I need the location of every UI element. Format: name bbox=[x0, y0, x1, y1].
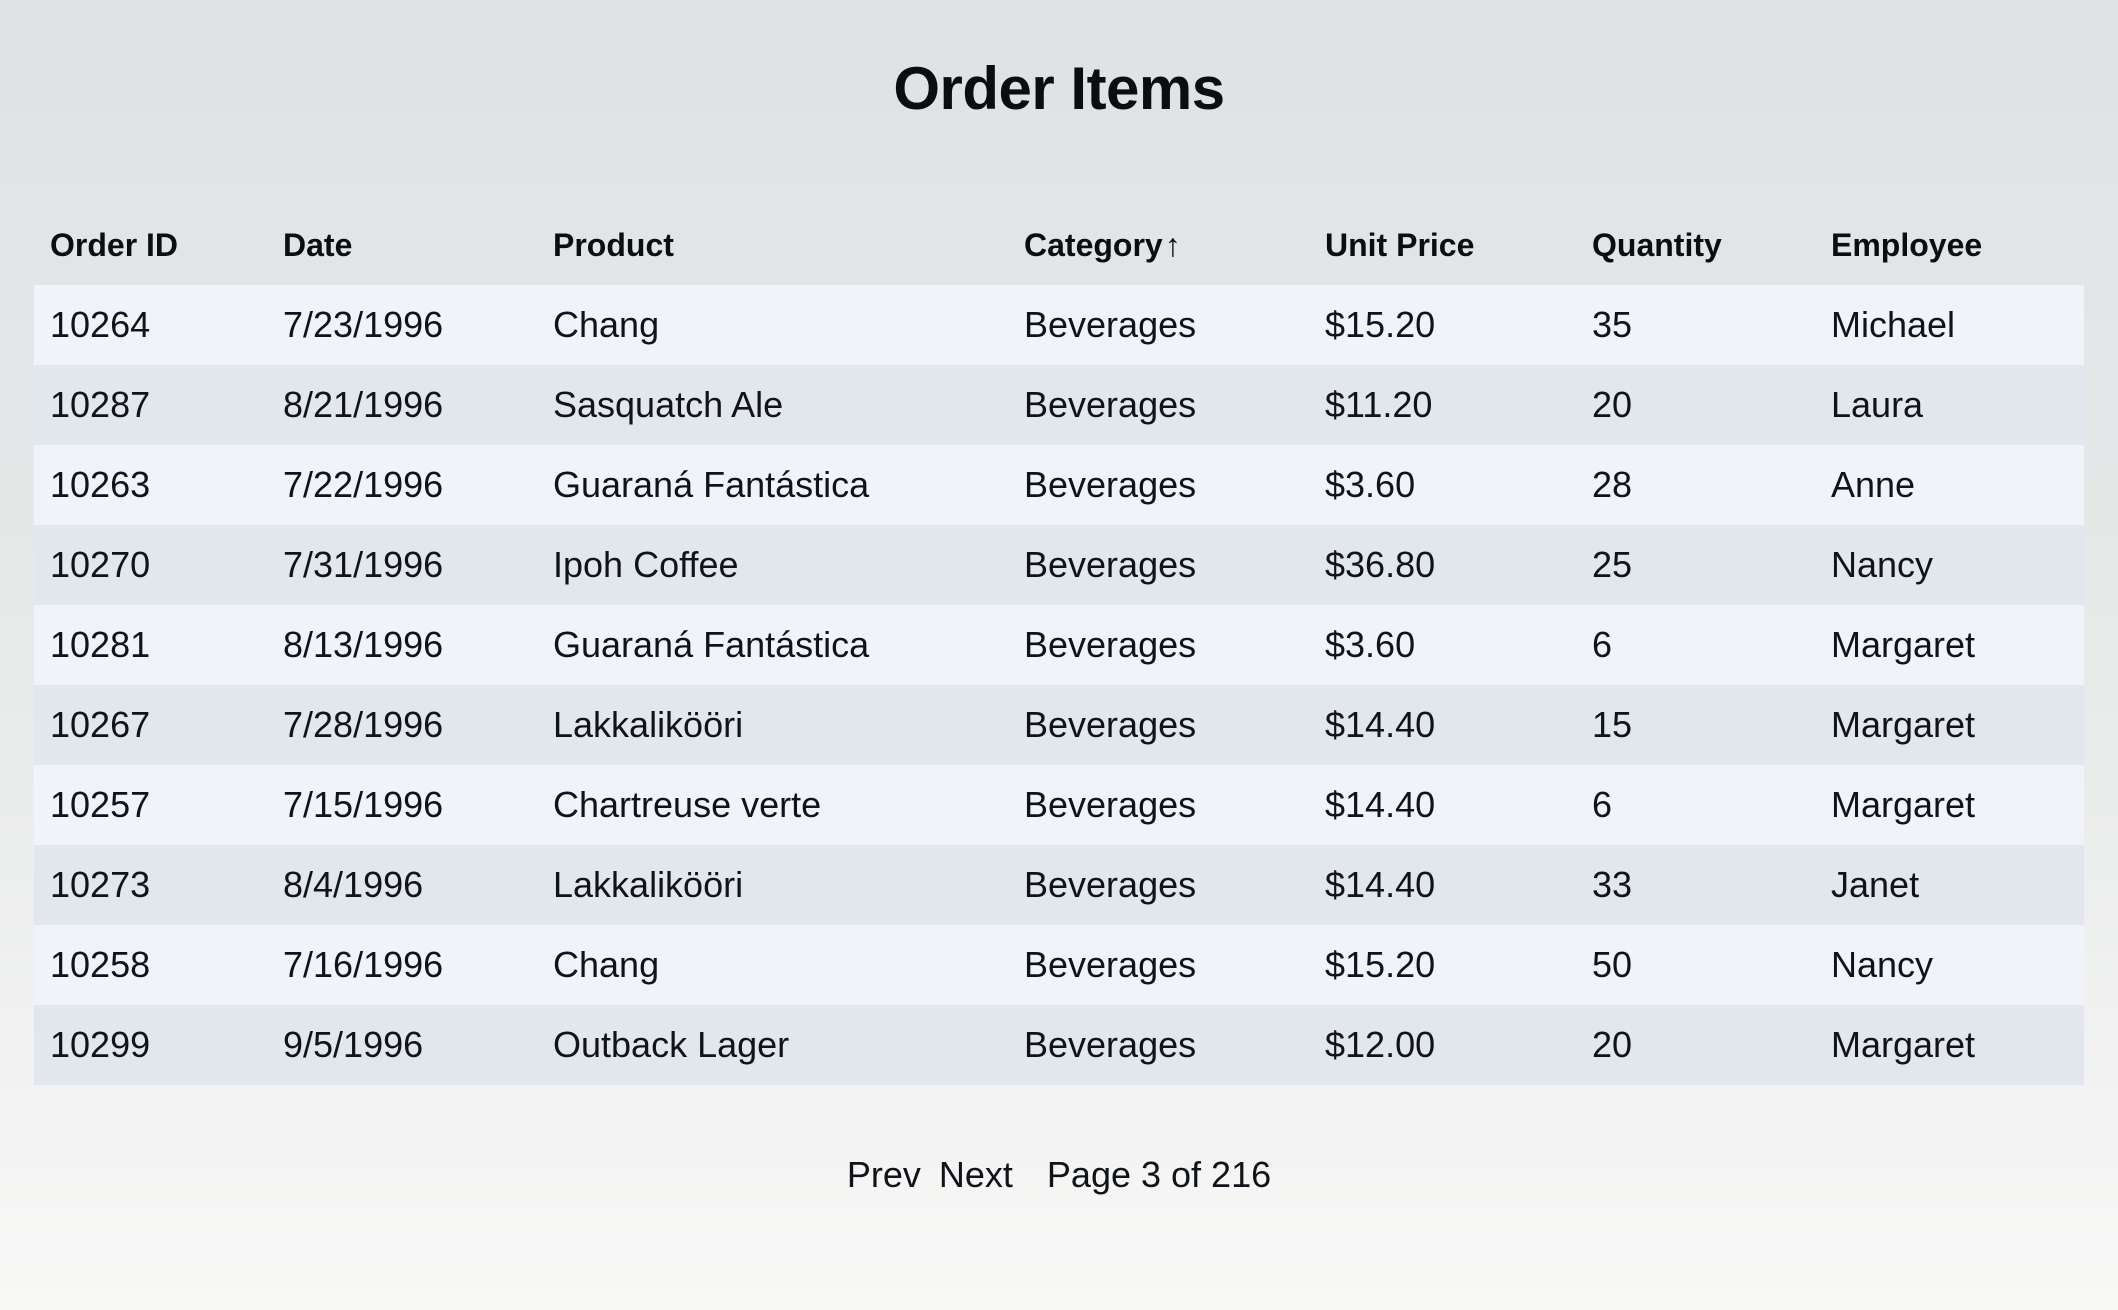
cell-category: Beverages bbox=[1024, 384, 1197, 425]
cell-employee: Anne bbox=[1831, 464, 1916, 505]
table-row: 10258 7/16/1996 Chang Beverages $15.20 50 Nanc… bbox=[34, 925, 2084, 1005]
cell-order-id: 10270 bbox=[50, 544, 151, 585]
table-row: 10267 7/28/1996 Lakkalikööri Beverages $14.4… bbox=[34, 685, 2084, 765]
table-header-row: Order ID Date Product Category↑ Unit Price Qu… bbox=[34, 205, 2084, 285]
cell-product: Outback Lager bbox=[553, 1024, 790, 1065]
cell-quantity: 15 bbox=[1592, 704, 1633, 745]
cell-product: Guaraná Fantástica bbox=[553, 464, 870, 505]
cell-employee: Nancy bbox=[1831, 544, 1934, 585]
cell-quantity: 50 bbox=[1592, 944, 1633, 985]
cell-employee: Margaret bbox=[1831, 704, 1976, 745]
cell-order-id: 10299 bbox=[50, 1024, 151, 1065]
cell-unit-price: $11.20 bbox=[1325, 384, 1433, 425]
table-body: 10264 7/23/1996 Chang Beverages $15.20 35 Mich… bbox=[34, 285, 2084, 1085]
cell-product: Chang bbox=[553, 944, 660, 985]
cell-quantity: 28 bbox=[1592, 464, 1633, 505]
cell-quantity: 25 bbox=[1592, 544, 1633, 585]
page-status: Page 3 of 216 bbox=[1046, 1154, 1272, 1195]
cell-order-id: 10273 bbox=[50, 864, 151, 905]
cell-order-id: 10267 bbox=[50, 704, 151, 745]
cell-employee: Laura bbox=[1831, 384, 1924, 425]
cell-quantity: 20 bbox=[1592, 384, 1633, 425]
cell-order-id: 10264 bbox=[50, 304, 151, 345]
cell-product: Sasquatch Ale bbox=[553, 384, 784, 425]
cell-date: 7/28/1996 bbox=[283, 704, 444, 745]
cell-category: Beverages bbox=[1024, 464, 1197, 505]
sort-ascending-icon: ↑ bbox=[1164, 226, 1181, 263]
cell-quantity: 6 bbox=[1592, 624, 1613, 665]
column-header-unit-price[interactable]: Unit Price bbox=[1325, 226, 1475, 263]
cell-date: 9/5/1996 bbox=[283, 1024, 424, 1065]
cell-product: Lakkalikööri bbox=[553, 864, 744, 905]
cell-date: 8/4/1996 bbox=[283, 864, 424, 905]
table-row: 10270 7/31/1996 Ipoh Coffee Beverages $36.80… bbox=[34, 525, 2084, 605]
cell-date: 7/15/1996 bbox=[283, 784, 444, 825]
cell-order-id: 10287 bbox=[50, 384, 151, 425]
table-row: 10257 7/15/1996 Chartreuse verte Beverages $… bbox=[34, 765, 2084, 845]
cell-product: Chang bbox=[553, 304, 660, 345]
column-header-order-id[interactable]: Order ID bbox=[50, 226, 179, 263]
cell-date: 7/31/1996 bbox=[283, 544, 444, 585]
cell-category: Beverages bbox=[1024, 944, 1197, 985]
data-table: Order ID Date Product Category↑ Unit Price Qu… bbox=[34, 205, 2084, 1085]
cell-unit-price: $15.20 bbox=[1325, 304, 1436, 345]
column-header-product[interactable]: Product bbox=[553, 226, 674, 263]
cell-unit-price: $12.00 bbox=[1325, 1024, 1436, 1065]
cell-quantity: 33 bbox=[1592, 864, 1633, 905]
cell-unit-price: $3.60 bbox=[1325, 464, 1416, 505]
cell-unit-price: $36.80 bbox=[1325, 544, 1436, 585]
cell-unit-price: $14.40 bbox=[1325, 704, 1436, 745]
cell-product: Guaraná Fantástica bbox=[553, 624, 870, 665]
table-row: 10264 7/23/1996 Chang Beverages $15.20 35 Mich… bbox=[34, 285, 2084, 365]
cell-category: Beverages bbox=[1024, 784, 1197, 825]
table-row: 10263 7/22/1996 Guaraná Fantástica Beverage… bbox=[34, 445, 2084, 525]
cell-employee: Janet bbox=[1831, 864, 1920, 905]
cell-date: 8/13/1996 bbox=[283, 624, 444, 665]
cell-product: Chartreuse verte bbox=[553, 784, 822, 825]
cell-product: Ipoh Coffee bbox=[553, 544, 739, 585]
table-row: 10299 9/5/1996 Outback Lager Beverages $12.0… bbox=[34, 1005, 2084, 1085]
cell-employee: Margaret bbox=[1831, 624, 1976, 665]
cell-product: Lakkalikööri bbox=[553, 704, 744, 745]
pagination: Prev Next Page 3 of 216 bbox=[0, 1153, 2118, 1196]
table-row: 10287 8/21/1996 Sasquatch Ale Beverages $11.… bbox=[34, 365, 2084, 445]
cell-category: Beverages bbox=[1024, 304, 1197, 345]
table-row: 10273 8/4/1996 Lakkalikööri Beverages $14.40… bbox=[34, 845, 2084, 925]
cell-employee: Michael bbox=[1831, 304, 1956, 345]
column-header-employee[interactable]: Employee bbox=[1831, 226, 1983, 263]
cell-date: 7/16/1996 bbox=[283, 944, 444, 985]
cell-order-id: 10257 bbox=[50, 784, 151, 825]
cell-order-id: 10258 bbox=[50, 944, 151, 985]
cell-unit-price: $3.60 bbox=[1325, 624, 1416, 665]
cell-quantity: 6 bbox=[1592, 784, 1613, 825]
cell-category: Beverages bbox=[1024, 864, 1197, 905]
cell-category: Beverages bbox=[1024, 624, 1197, 665]
cell-category: Beverages bbox=[1024, 704, 1197, 745]
order-items-table: Order ID Date Product Category↑ Unit Price Qu… bbox=[34, 205, 2084, 1085]
cell-unit-price: $14.40 bbox=[1325, 784, 1436, 825]
cell-employee: Margaret bbox=[1831, 784, 1976, 825]
cell-unit-price: $15.20 bbox=[1325, 944, 1436, 985]
cell-employee: Nancy bbox=[1831, 944, 1934, 985]
column-header-date[interactable]: Date bbox=[283, 226, 353, 263]
cell-quantity: 20 bbox=[1592, 1024, 1633, 1065]
next-button[interactable]: Next bbox=[938, 1154, 1013, 1195]
page-title: Order Items bbox=[893, 55, 1225, 122]
cell-unit-price: $14.40 bbox=[1325, 864, 1436, 905]
cell-category: Beverages bbox=[1024, 544, 1197, 585]
cell-order-id: 10281 bbox=[50, 624, 151, 665]
prev-button[interactable]: Prev bbox=[846, 1154, 921, 1195]
table-row: 10281 8/13/1996 Guaraná Fantástica Beverage… bbox=[34, 605, 2084, 685]
cell-category: Beverages bbox=[1024, 1024, 1197, 1065]
cell-employee: Margaret bbox=[1831, 1024, 1976, 1065]
cell-date: 7/22/1996 bbox=[283, 464, 444, 505]
cell-date: 7/23/1996 bbox=[283, 304, 444, 345]
column-header-category[interactable]: Category↑ bbox=[1024, 226, 1181, 263]
column-header-quantity[interactable]: Quantity bbox=[1592, 226, 1722, 263]
cell-date: 8/21/1996 bbox=[283, 384, 444, 425]
cell-order-id: 10263 bbox=[50, 464, 151, 505]
cell-quantity: 35 bbox=[1592, 304, 1633, 345]
